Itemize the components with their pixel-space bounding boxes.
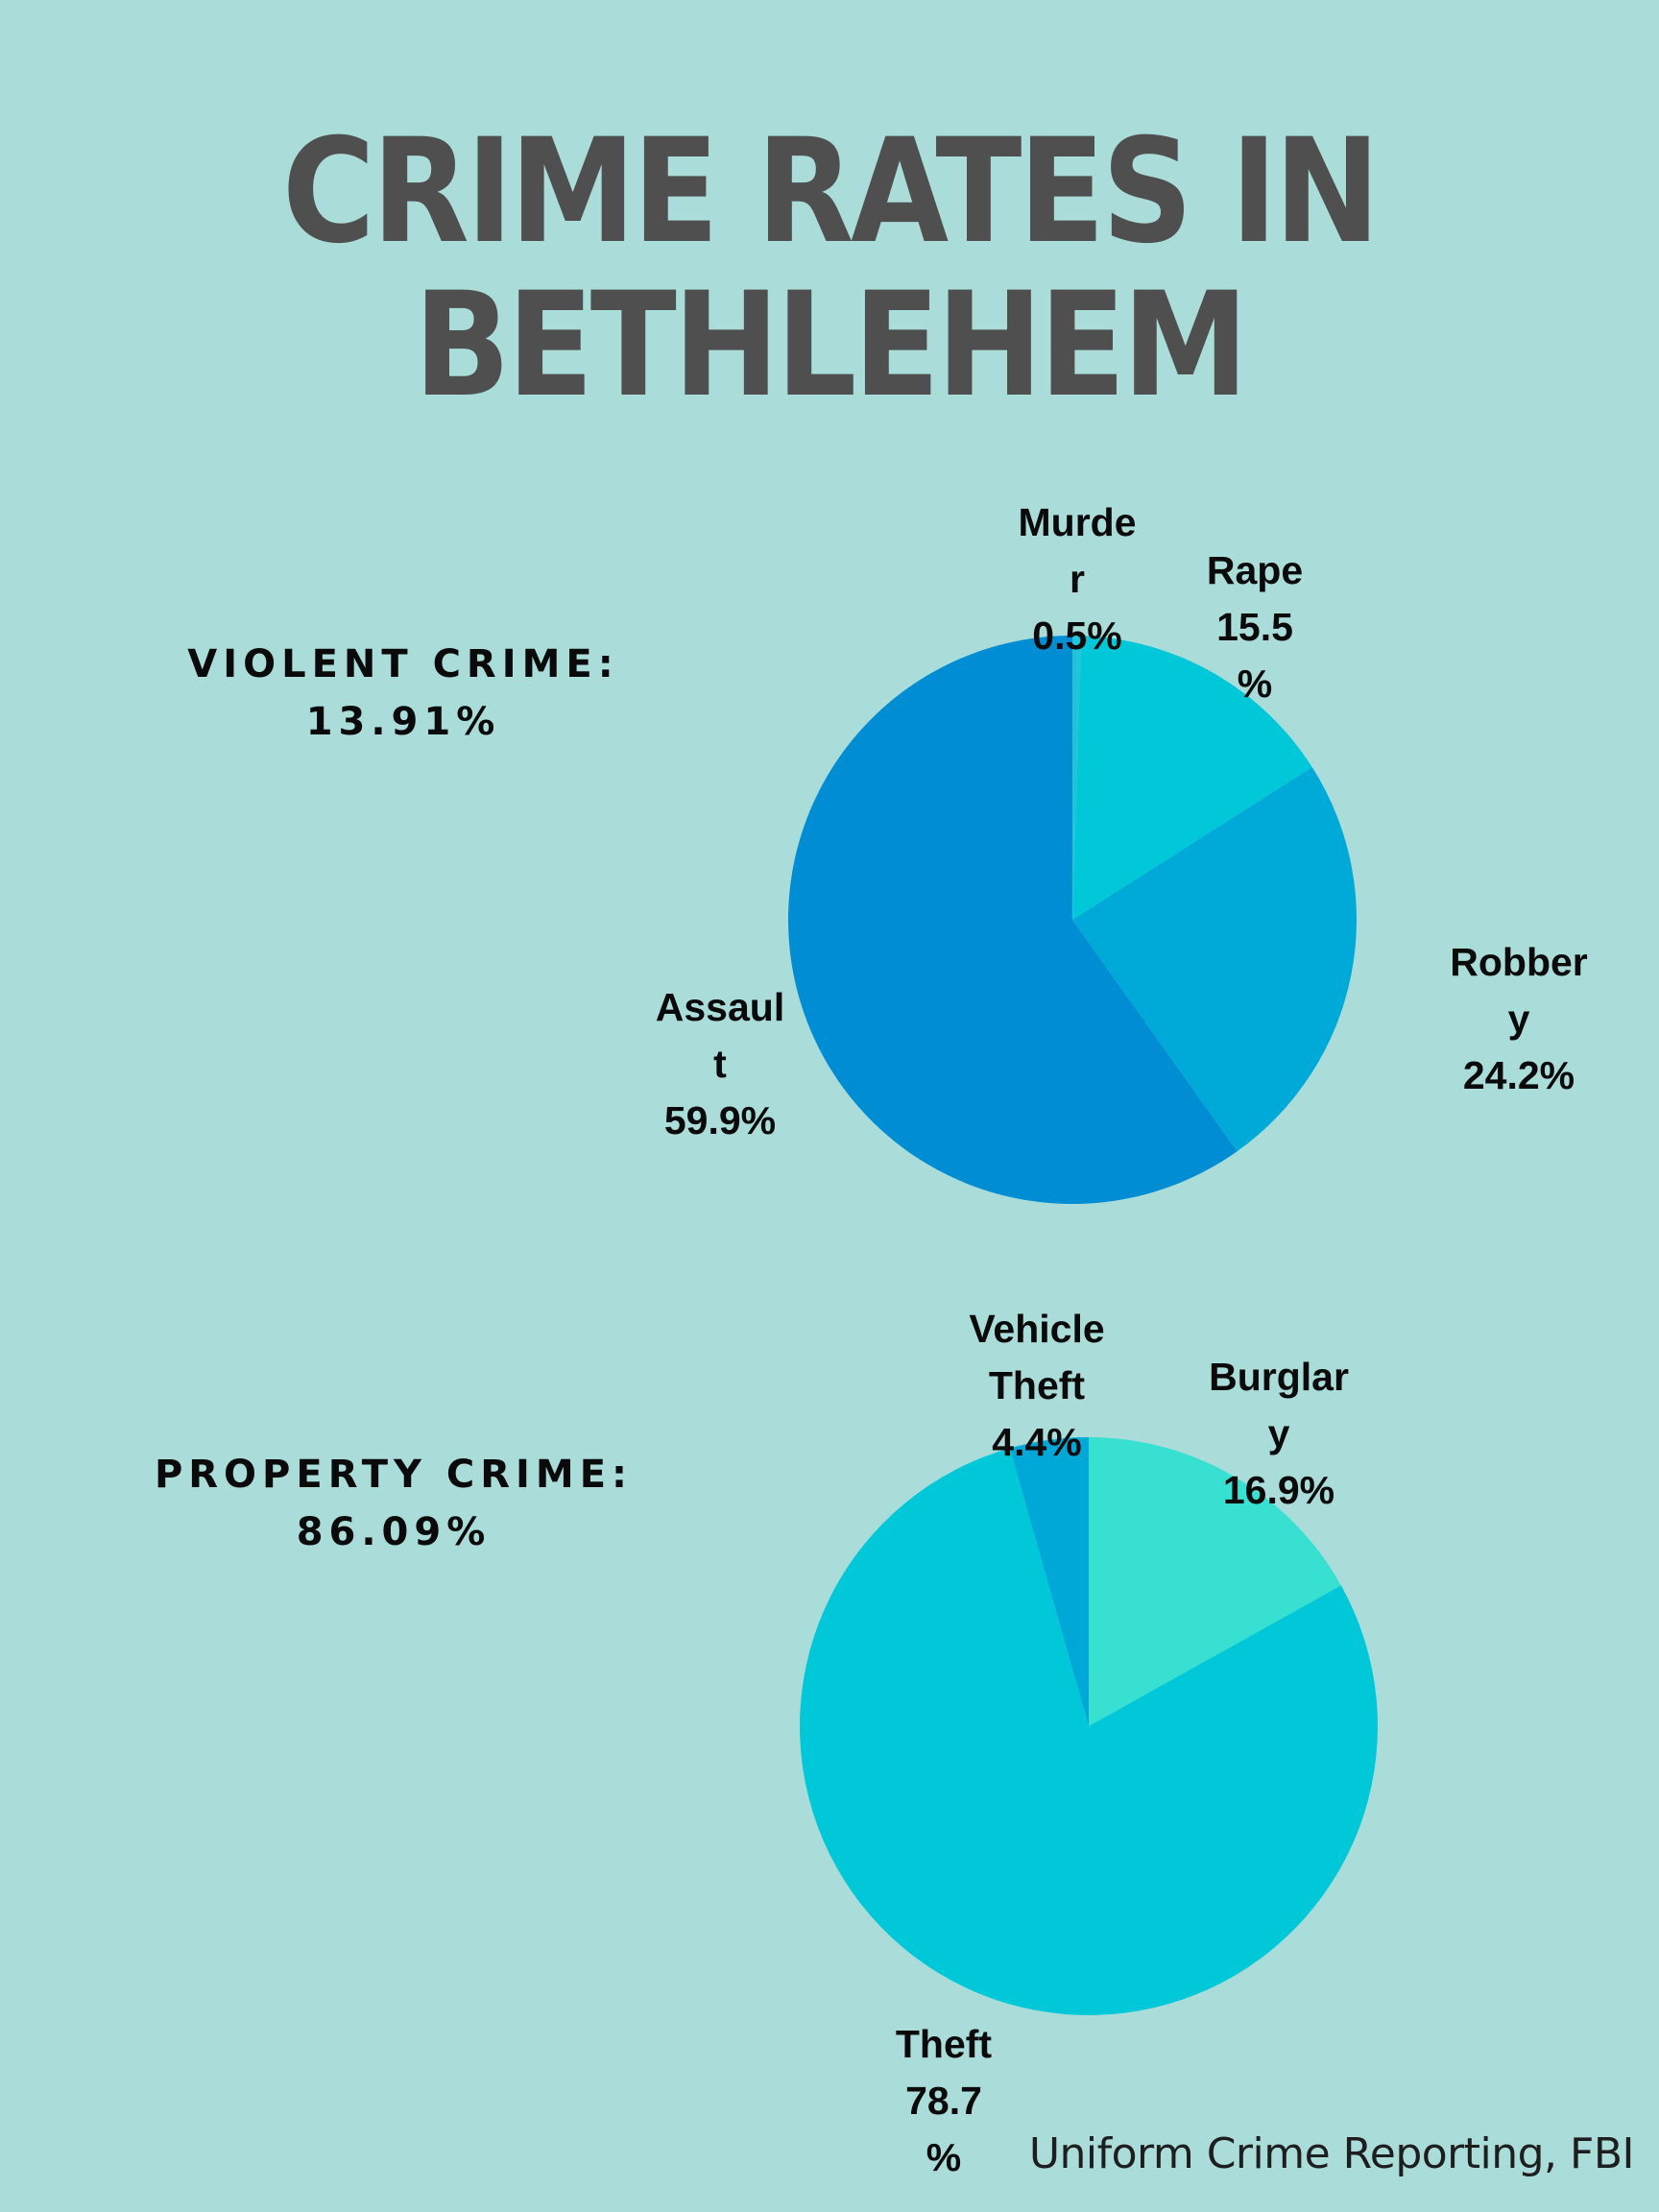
pie-label-line: 0.5% xyxy=(1032,613,1122,658)
violent-crime-heading: VIOLENT CRIME: xyxy=(187,642,619,686)
pie-label-line: r xyxy=(1070,557,1085,601)
pie-label-line: 4.4% xyxy=(992,1420,1082,1464)
pie-label-line: Assaul xyxy=(655,985,785,1029)
pie-label-line: y xyxy=(1507,997,1530,1041)
pie-label-line: % xyxy=(1237,661,1273,706)
pie-label-line: Burglar xyxy=(1209,1355,1349,1399)
pie-label-rape: Rape 15.5% xyxy=(1111,542,1399,712)
pie-slice-burglary xyxy=(1089,1437,1341,1726)
source-credit: Uniform Crime Reporting, FBI xyxy=(1028,2129,1635,2178)
pie-label-line: Vehicle xyxy=(969,1307,1105,1351)
violent-crime-value: 13.91% xyxy=(305,700,501,744)
property-crime-summary: PROPERTY CRIME: 86.09% xyxy=(134,1446,653,1561)
pie-label-line: Murde xyxy=(1018,500,1137,544)
pie-label-vehicle-theft: Vehicle Theft 4.4% xyxy=(893,1301,1181,1471)
pie-label-line: Theft xyxy=(895,2022,993,2066)
pie-slice-vehicle-theft xyxy=(1009,1437,1089,1726)
pie-label-theft: Theft 78.7% xyxy=(800,2016,1088,2186)
violent-crime-summary: VIOLENT CRIME: 13.91% xyxy=(144,636,662,751)
property-crime-value: 86.09% xyxy=(296,1510,492,1554)
page-title: CRIME RATES IN BETHLEHEM xyxy=(100,115,1560,422)
pie-slice-theft xyxy=(799,1448,1378,2016)
pie-label-line: t xyxy=(713,1042,727,1086)
pie-slice-robbery xyxy=(1072,767,1357,1152)
pie-label-line: y xyxy=(1267,1411,1290,1455)
pie-label-assault: Assaul t 59.9% xyxy=(576,979,864,1149)
property-crime-heading: PROPERTY CRIME: xyxy=(154,1453,634,1497)
pie-label-robbery: Robber y 24.2% xyxy=(1375,934,1659,1104)
pie-label-line: Rape xyxy=(1206,548,1304,592)
pie-label-line: 24.2% xyxy=(1462,1053,1575,1097)
pie-slice-murder xyxy=(1072,636,1082,920)
pie-label-line: 16.9% xyxy=(1222,1468,1335,1512)
pie-label-line: Robber xyxy=(1450,940,1588,984)
pie-label-burglary: Burglar y 16.9% xyxy=(1135,1349,1423,1519)
pie-slice-rape xyxy=(1072,636,1312,920)
pie-slice-assault xyxy=(787,635,1238,1205)
pie-label-line: 59.9% xyxy=(663,1098,777,1142)
pie-label-line: 78.7 xyxy=(905,2079,982,2123)
pie-label-line: 15.5 xyxy=(1216,605,1293,649)
title-line-1: CRIME RATES IN xyxy=(281,108,1381,276)
pie-label-murder: Murde r 0.5% xyxy=(933,494,1221,664)
pie-label-line: Theft xyxy=(988,1363,1086,1407)
pie-label-line: % xyxy=(926,2135,962,2179)
title-line-2: BETHLEHEM xyxy=(414,262,1248,429)
